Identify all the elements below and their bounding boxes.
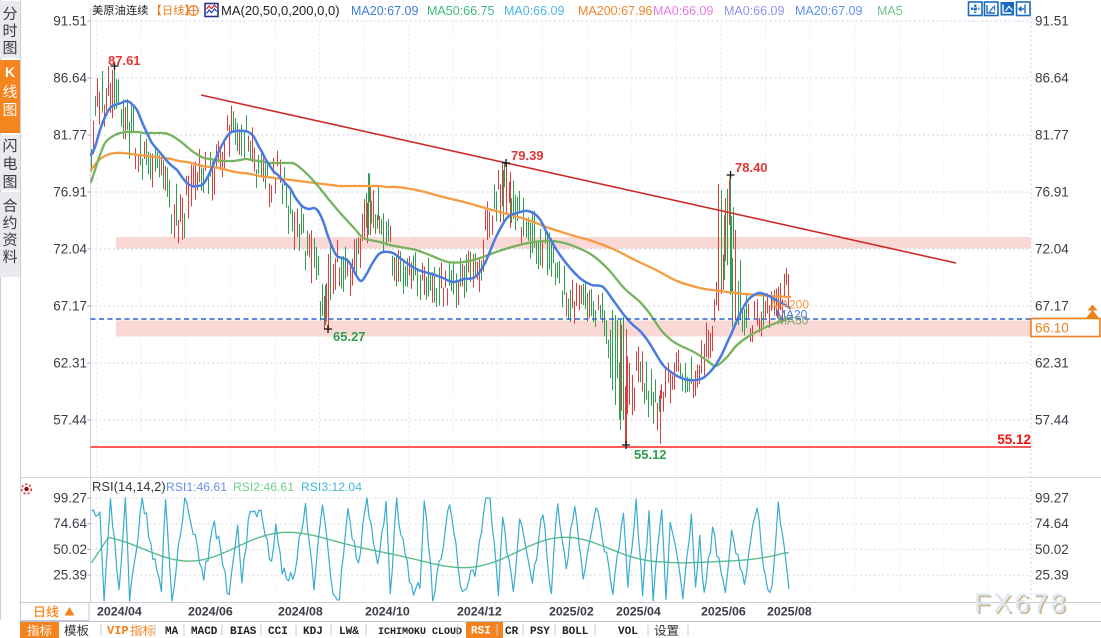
svg-text:2025/04: 2025/04 — [616, 605, 661, 619]
svg-text:2025/02: 2025/02 — [549, 605, 594, 619]
svg-text:74.64: 74.64 — [1035, 516, 1069, 531]
svg-text:25.39: 25.39 — [53, 568, 87, 583]
svg-text:MA(20,50,0,200,0,0): MA(20,50,0,200,0,0) — [221, 3, 340, 18]
svg-text:99.27: 99.27 — [1035, 491, 1069, 506]
svg-text:ICHIMOKU CLOUD: ICHIMOKU CLOUD — [378, 627, 462, 638]
svg-text:25.39: 25.39 — [1035, 568, 1069, 583]
svg-text:K: K — [5, 64, 15, 80]
svg-text:76.91: 76.91 — [53, 185, 87, 200]
svg-text:FX678: FX678 — [976, 590, 1071, 620]
svg-text:MA0:66.09: MA0:66.09 — [653, 4, 714, 18]
svg-text:KDJ: KDJ — [303, 626, 323, 638]
svg-text:FX678: FX678 — [974, 588, 1069, 618]
svg-text:72.04: 72.04 — [53, 242, 87, 257]
svg-text:57.44: 57.44 — [1035, 413, 1069, 428]
svg-text:CR: CR — [505, 626, 519, 638]
svg-text:86.64: 86.64 — [53, 71, 87, 86]
svg-text:2025/06: 2025/06 — [701, 605, 746, 619]
svg-text:65.27: 65.27 — [333, 329, 366, 344]
svg-text:74.64: 74.64 — [53, 516, 87, 531]
svg-text:86.64: 86.64 — [1035, 71, 1069, 86]
svg-text:76.91: 76.91 — [1035, 185, 1069, 200]
svg-text:62.31: 62.31 — [53, 356, 87, 371]
svg-text:RSI3:12.04: RSI3:12.04 — [301, 480, 362, 494]
svg-text:91.51: 91.51 — [1035, 14, 1069, 29]
svg-text:55.12: 55.12 — [634, 447, 667, 462]
svg-text:50.02: 50.02 — [53, 542, 87, 557]
svg-text:MA50: MA50 — [777, 314, 809, 328]
svg-text:MA0:66.09: MA0:66.09 — [724, 4, 785, 18]
svg-text:MACD: MACD — [191, 626, 218, 638]
svg-text:2024/04: 2024/04 — [97, 605, 142, 619]
svg-text:50.02: 50.02 — [1035, 542, 1069, 557]
svg-text:72.04: 72.04 — [1035, 242, 1069, 257]
svg-text:MA20: MA20 — [776, 308, 808, 322]
svg-text:BOLL: BOLL — [562, 626, 589, 638]
svg-text:MA50:66.75: MA50:66.75 — [427, 4, 494, 18]
svg-text:2024/06: 2024/06 — [188, 605, 233, 619]
svg-text:57.44: 57.44 — [53, 413, 87, 428]
svg-text:LW&: LW& — [339, 626, 359, 638]
svg-text:55.12: 55.12 — [997, 432, 1031, 447]
svg-text:81.77: 81.77 — [53, 128, 87, 143]
svg-text:2024/08: 2024/08 — [278, 605, 323, 619]
svg-text:MA0:66.09: MA0:66.09 — [504, 4, 565, 18]
svg-text:MA: MA — [165, 626, 179, 638]
svg-text:CCI: CCI — [268, 626, 288, 638]
svg-text:MA20:67.09: MA20:67.09 — [351, 4, 418, 18]
svg-text:RSI(14,14,2): RSI(14,14,2) — [92, 479, 166, 494]
svg-text:RSI2:46.61: RSI2:46.61 — [233, 480, 294, 494]
svg-text:62.31: 62.31 — [1035, 356, 1069, 371]
svg-text:RSI: RSI — [471, 626, 491, 638]
svg-text:67.17: 67.17 — [1035, 299, 1069, 314]
svg-text:RSI1:46.61: RSI1:46.61 — [166, 480, 227, 494]
svg-text:MA20:67.09: MA20:67.09 — [795, 4, 862, 18]
svg-text:79.39: 79.39 — [511, 148, 544, 163]
svg-text:99.27: 99.27 — [53, 491, 87, 506]
svg-text:87.61: 87.61 — [108, 53, 141, 68]
svg-text:PSY: PSY — [530, 626, 550, 638]
svg-text:MA200: MA200 — [771, 298, 809, 312]
svg-text:67.17: 67.17 — [53, 299, 87, 314]
svg-text:2025/08: 2025/08 — [767, 605, 812, 619]
svg-text:81.77: 81.77 — [1035, 128, 1069, 143]
svg-text:BIAS: BIAS — [230, 626, 257, 638]
svg-text:78.40: 78.40 — [735, 160, 768, 175]
svg-text:VIP: VIP — [107, 624, 129, 638]
svg-text:2024/12: 2024/12 — [457, 605, 502, 619]
svg-text:MA5: MA5 — [877, 4, 903, 18]
svg-text:2024/10: 2024/10 — [365, 605, 410, 619]
svg-text:91.51: 91.51 — [53, 14, 87, 29]
svg-text:66.10: 66.10 — [1035, 321, 1069, 336]
svg-text:MA200:67.96: MA200:67.96 — [578, 4, 652, 18]
svg-text:VOL: VOL — [618, 626, 638, 638]
